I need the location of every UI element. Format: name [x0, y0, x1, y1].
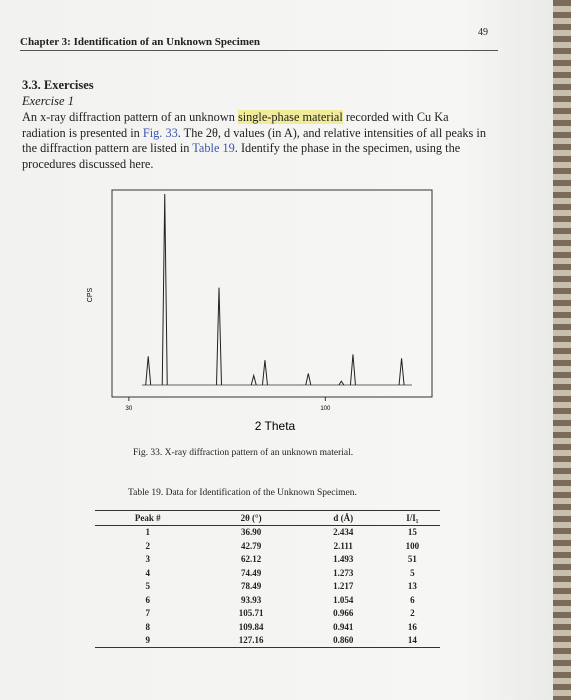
- table-cell: 1.273: [333, 567, 354, 578]
- text: . The 2θ, d values (in A), and relative …: [22, 125, 486, 156]
- diffraction-peak: [349, 354, 356, 386]
- table-cell: 1.493: [333, 554, 354, 565]
- table-cell: 78.49: [240, 581, 262, 592]
- table-cell: 1.054: [333, 594, 354, 605]
- section-heading: 3.3. Exercises: [22, 78, 94, 92]
- table-caption: Table 19. Data for Identification of the…: [128, 488, 357, 498]
- table-row: 5 78.49 1.217 13: [95, 580, 440, 594]
- text: recorded with Cu Ka radiation is present…: [22, 110, 449, 140]
- table-cell: 127.16: [238, 635, 264, 646]
- diffraction-peak: [145, 356, 152, 386]
- table-row: 6 93.93 1.054 6: [95, 593, 440, 607]
- paragraph: An x-ray diffraction pattern of an unkno…: [22, 110, 494, 172]
- column-header: d (Å): [333, 512, 354, 523]
- diffraction-peak: [261, 360, 268, 386]
- table-row: 4 74.49 1.273 5: [95, 566, 440, 580]
- table-cell: 2: [410, 608, 415, 619]
- table-cell: 2.111: [333, 540, 353, 551]
- table-cell: 105.71: [238, 608, 264, 619]
- table-cell: 2.434: [333, 527, 354, 538]
- table-row: 3 62.12 1.493 51: [95, 553, 440, 567]
- page-number: 49: [478, 27, 488, 38]
- diffraction-peak: [250, 373, 257, 386]
- diffraction-peak: [161, 193, 168, 386]
- table-row: 9 127.16 0.860 14: [95, 634, 440, 648]
- table-cell: 9: [145, 635, 150, 646]
- xrd-figure: CPS 2 Theta 30 100: [87, 189, 433, 433]
- book-edge: [553, 0, 571, 700]
- table-cell: 4: [145, 567, 150, 578]
- column-header: Peak #: [134, 512, 161, 523]
- table-cell: 74.49: [240, 567, 262, 578]
- diffraction-peak: [338, 380, 345, 386]
- table-cell: 0.860: [333, 635, 354, 646]
- table-cell: 6: [410, 594, 415, 605]
- table-row: 1 36.90 2.434 15: [95, 525, 440, 539]
- text: . Identify the phase in the specimen, us…: [22, 141, 461, 171]
- x-tick-label: 100: [320, 406, 331, 412]
- diffraction-peak: [398, 358, 405, 386]
- diffraction-peak: [305, 373, 312, 386]
- exercise-heading: Exercise 1: [22, 94, 74, 108]
- diffraction-peak: [216, 287, 223, 386]
- table-cell: 6: [145, 594, 150, 605]
- header-row: Peak # 2θ (°) d (Å) I/I₁: [95, 511, 440, 525]
- table-cell: 109.84: [238, 621, 264, 632]
- table-cell: 2: [145, 540, 150, 551]
- table-cell: 3: [145, 554, 150, 565]
- table-cell: 36.90: [240, 527, 262, 538]
- table-row: 2 42.79 2.111 100: [95, 539, 440, 553]
- table-cell: 0.966: [333, 608, 354, 619]
- table-cell: 0.941: [333, 621, 354, 632]
- data-table: Peak # 2θ (°) d (Å) I/I₁ 1 36.90 2.434 15 2 42.7…: [95, 510, 440, 648]
- text: An x-ray diffraction pattern of an unkno…: [22, 110, 238, 124]
- link[interactable]: Fig. 33: [142, 125, 178, 140]
- link[interactable]: Table 19: [192, 141, 235, 155]
- table-cell: 7: [145, 608, 150, 619]
- column-header: I/I₁: [406, 512, 419, 523]
- table-row: 7 105.71 0.966 2: [95, 607, 440, 621]
- chapter-header: Chapter 3: Identification of an Unknown …: [20, 36, 260, 48]
- table-cell: 93.93: [240, 594, 262, 605]
- table-cell: 5: [410, 567, 415, 578]
- figure-caption: Fig. 33. X-ray diffraction pattern of an…: [133, 448, 354, 458]
- highlight: single-phase material: [237, 110, 343, 124]
- plot-frame: [111, 189, 433, 398]
- header-rule: [20, 50, 498, 51]
- table-cell: 1.217: [333, 581, 354, 592]
- table-cell: 15: [407, 527, 417, 538]
- table-cell: 1: [145, 527, 150, 538]
- table-cell: 14: [407, 635, 417, 646]
- table-cell: 51: [407, 554, 417, 565]
- table-cell: 62.12: [240, 554, 262, 565]
- table-cell: 16: [407, 621, 417, 632]
- table-body: 1 36.90 2.434 15 2 42.79 2.111 100 3 62.12 1.493 51…: [95, 525, 440, 648]
- x-tick-label: 30: [125, 406, 132, 412]
- table-row: 8 109.84 0.941 16: [95, 620, 440, 634]
- table-cell: 8: [145, 621, 150, 632]
- table-cell: 42.79: [240, 540, 262, 551]
- x-axis-label: 2 Theta: [255, 419, 296, 433]
- column-header: 2θ (°): [240, 512, 262, 523]
- table-cell: 13: [407, 581, 417, 592]
- table-cell: 100: [405, 540, 420, 551]
- y-axis-label: CPS: [87, 287, 94, 302]
- table-cell: 5: [145, 581, 150, 592]
